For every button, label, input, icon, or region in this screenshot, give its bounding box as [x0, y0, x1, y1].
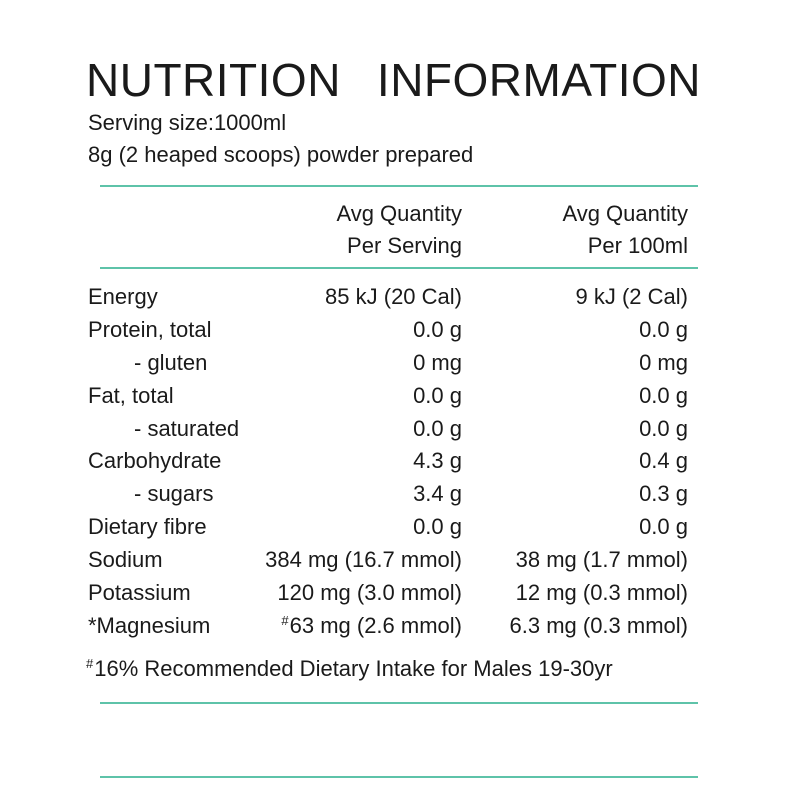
nutrient-name: - sugars [134, 481, 214, 507]
value-per-serving: 3.4 g [413, 481, 462, 507]
column-header-per-serving-line2: Per Serving [347, 233, 462, 258]
table-row: Carbohydrate 4.3 g 0.4 g [88, 445, 688, 478]
table-row: - saturated 0.0 g 0.0 g [88, 413, 688, 446]
nutrient-name: Sodium [88, 547, 163, 573]
table-row: Sodium 384 mg (16.7 mmol) 38 mg (1.7 mmo… [88, 544, 688, 577]
nutrient-name: Energy [88, 284, 158, 309]
column-header-per-serving: Avg Quantity Per Serving [336, 198, 462, 262]
value-per-serving: 0.0 g [413, 382, 462, 408]
page-title: NUTRITION INFORMATION [86, 52, 701, 108]
nutrient-name: *Magnesium [88, 612, 211, 638]
value-per-serving: 120 mg (3.0 mmol) [277, 580, 462, 606]
value-per-serving: 384 mg (16.7 mmol) [265, 547, 462, 573]
table-row: Energy 85 kJ (20 Cal) 9 kJ (2 Cal) [88, 281, 688, 314]
value-per-100ml: 0 mg [639, 349, 688, 375]
nutrient-table: Energy 85 kJ (20 Cal) 9 kJ (2 Cal) Prote… [88, 281, 688, 643]
value-per-100ml: 0.0 g [639, 382, 688, 408]
table-row: Fat, total 0.0 g 0.0 g [88, 380, 688, 413]
nutrient-name: Dietary fibre [88, 514, 207, 540]
nutrient-name: - saturated [134, 415, 240, 441]
table-row: - sugars 3.4 g 0.3 g [88, 478, 688, 511]
value-per-100ml: 0.0 g [639, 415, 688, 441]
value-per-100ml: 0.4 g [639, 448, 688, 474]
value-per-100ml: 38 mg (1.7 mmol) [515, 547, 688, 573]
value-per-serving: 0.0 g [413, 415, 462, 441]
rdi-marker: # [281, 612, 289, 628]
value-per-serving: 4.3 g [413, 448, 462, 474]
divider-bottom [100, 776, 698, 778]
value-per-serving-text: 63 mg (2.6 mmol) [289, 612, 462, 638]
value-per-100ml: 9 kJ (2 Cal) [575, 284, 688, 309]
nutrient-name: Fat, total [88, 382, 174, 408]
column-header-per-100ml-line1: Avg Quantity [562, 201, 688, 226]
value-per-100ml: 0.0 g [639, 316, 688, 342]
divider-footnote [100, 702, 698, 704]
divider-top [100, 185, 698, 187]
nutrient-name: - gluten [134, 349, 208, 375]
footnote-marker: # [86, 656, 94, 671]
column-header-per-serving-line1: Avg Quantity [336, 201, 462, 226]
table-row: Protein, total 0.0 g 0.0 g [88, 314, 688, 347]
table-row: Dietary fibre 0.0 g 0.0 g [88, 511, 688, 544]
value-per-serving: #63 mg (2.6 mmol) [281, 610, 462, 642]
column-header-per-100ml-line2: Per 100ml [587, 233, 688, 258]
table-row: - gluten 0 mg 0 mg [88, 347, 688, 380]
divider-header [100, 267, 698, 269]
serving-size: Serving size:1000ml [88, 110, 287, 135]
value-per-100ml: 0.0 g [639, 514, 688, 540]
value-per-serving: 85 kJ (20 Cal) [325, 284, 462, 309]
value-per-serving: 0 mg [413, 349, 462, 375]
title-word-information: INFORMATION [376, 54, 701, 106]
title-word-nutrition: NUTRITION [86, 54, 341, 106]
value-per-serving: 0.0 g [413, 316, 462, 342]
value-per-100ml: 12 mg (0.3 mmol) [515, 580, 688, 606]
value-per-100ml: 0.3 g [639, 481, 688, 507]
nutrient-name: Carbohydrate [88, 448, 222, 474]
column-header-per-100ml: Avg Quantity Per 100ml [562, 198, 688, 262]
table-row: *Magnesium #63 mg (2.6 mmol) 6.3 mg (0.3… [88, 610, 688, 643]
value-per-100ml: 6.3 mg (0.3 mmol) [509, 612, 689, 638]
nutrient-name: Potassium [88, 580, 191, 606]
table-row: Potassium 120 mg (3.0 mmol) 12 mg (0.3 m… [88, 577, 688, 610]
footnote-text: 16% Recommended Dietary Intake for Males… [94, 656, 613, 681]
serving-preparation: 8g (2 heaped scoops) powder prepared [88, 142, 474, 167]
footnote: #16% Recommended Dietary Intake for Male… [86, 654, 613, 684]
value-per-serving: 0.0 g [413, 514, 462, 540]
nutrient-name: Protein, total [88, 316, 212, 342]
